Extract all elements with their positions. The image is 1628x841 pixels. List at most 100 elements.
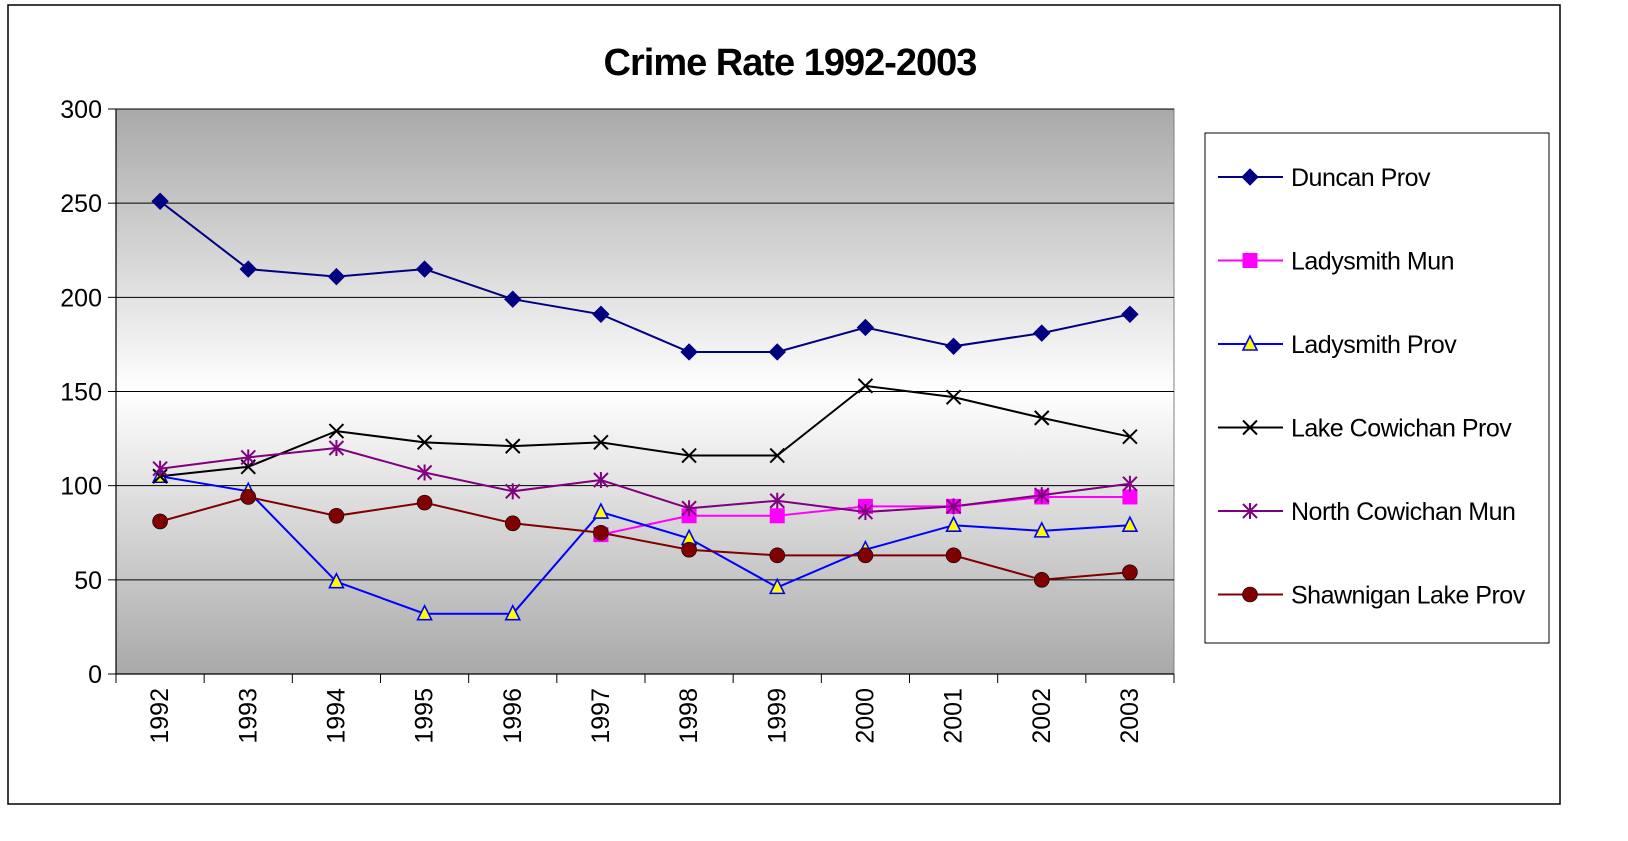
x-tick-label-2001: 2001 — [940, 688, 968, 744]
point-lake-cowichan-prov-2002 — [1034, 410, 1050, 426]
point-ladysmith-prov-1996 — [504, 603, 522, 621]
legend-item-shawnigan-lake-prov: Shawnigan Lake Prov — [1218, 582, 1526, 610]
point-north-cowichan-mun-1994 — [328, 440, 345, 456]
legend-marker-shawnigan-lake-prov — [1242, 586, 1258, 603]
y-tick-label-0: 0 — [88, 661, 102, 689]
legend-item-duncan-prov: Duncan Prov — [1218, 164, 1432, 192]
x-axis: 1992 1993 1994 1995 1996 1997 1998 1999 2000 2001… — [115, 673, 1175, 744]
y-tick-label-250: 250 — [60, 190, 102, 218]
point-duncan-prov-1999 — [768, 343, 786, 361]
point-north-cowichan-mun-2002 — [1034, 487, 1050, 504]
point-lake-cowichan-prov-1995 — [416, 434, 433, 451]
series-line-lake-cowichan-prov — [159, 384, 1131, 478]
point-north-cowichan-mun-2000 — [857, 504, 874, 521]
y-tick-label-300: 300 — [60, 96, 102, 124]
point-ladysmith-mun-1999 — [769, 508, 785, 524]
point-ladysmith-prov-1997 — [592, 502, 610, 519]
point-lake-cowichan-prov-1997 — [593, 434, 609, 451]
series-line-north-cowichan-mun — [159, 446, 1131, 514]
legend-label-duncan-prov: Duncan Prov — [1291, 164, 1431, 192]
point-shawnigan-lake-prov-1994 — [328, 507, 345, 524]
legend: Duncan Prov Ladysmith Mun Ladysmith Prov La… — [1204, 132, 1550, 644]
x-tick-label-1994: 1994 — [322, 688, 350, 744]
point-ladysmith-prov-2003 — [1121, 515, 1139, 533]
chart-title: Crime Rate 1992-2003 — [604, 42, 977, 84]
series-duncan-prov — [151, 192, 1139, 361]
point-lake-cowichan-prov-1994 — [328, 423, 345, 439]
y-axis: 0 50 100 150 200 250 300 — [60, 96, 117, 689]
legend-item-ladysmith-prov: Ladysmith Prov — [1218, 331, 1458, 359]
point-duncan-prov-1992 — [151, 192, 169, 210]
point-shawnigan-lake-prov-1998 — [681, 541, 697, 558]
legend-marker-north-cowichan-mun — [1242, 503, 1258, 519]
point-ladysmith-prov-2002 — [1033, 521, 1051, 538]
x-tick-label-1992: 1992 — [146, 688, 174, 744]
series-north-cowichan-mun — [152, 440, 1138, 521]
chart-container: Crime Rate 1992-2003 0 50 100 150 200 250 300 … — [7, 4, 1561, 805]
x-tick-label-1999: 1999 — [763, 688, 791, 744]
point-ladysmith-prov-1994 — [328, 571, 345, 589]
legend-label-shawnigan-lake-prov: Shawnigan Lake Prov — [1291, 582, 1526, 610]
x-tick-label-1997: 1997 — [587, 688, 615, 744]
point-north-cowichan-mun-1999 — [769, 492, 785, 509]
x-tick-label-1998: 1998 — [675, 688, 703, 744]
point-shawnigan-lake-prov-1996 — [504, 515, 521, 532]
point-shawnigan-lake-prov-2003 — [1122, 564, 1138, 581]
legend-label-north-cowichan-mun: North Cowichan Mun — [1291, 498, 1515, 526]
legend-label-lake-cowichan-prov: Lake Cowichan Prov — [1291, 415, 1512, 443]
point-north-cowichan-mun-1995 — [416, 464, 433, 481]
legend-item-north-cowichan-mun: North Cowichan Mun — [1218, 498, 1516, 526]
point-lake-cowichan-prov-2003 — [1122, 428, 1138, 445]
point-duncan-prov-1995 — [415, 260, 434, 278]
point-lake-cowichan-prov-2001 — [945, 389, 962, 405]
point-duncan-prov-1997 — [592, 305, 610, 323]
series-shawnigan-lake-prov — [152, 489, 1138, 588]
point-shawnigan-lake-prov-1995 — [416, 494, 433, 511]
line-chart: Crime Rate 1992-2003 050100150200250300 … — [7, 4, 1561, 805]
y-tick-label-150: 150 — [60, 379, 102, 407]
x-tick-label-2002: 2002 — [1028, 688, 1056, 744]
series-line-duncan-prov — [159, 200, 1131, 353]
x-tick-label-1996: 1996 — [499, 688, 527, 744]
point-shawnigan-lake-prov-2001 — [945, 547, 962, 564]
point-duncan-prov-1998 — [680, 343, 698, 361]
legend-box — [1204, 132, 1550, 644]
point-shawnigan-lake-prov-2000 — [857, 547, 874, 564]
y-tick-label-200: 200 — [60, 284, 102, 312]
point-north-cowichan-mun-1992 — [152, 460, 168, 477]
x-tick-label-1995: 1995 — [411, 688, 439, 744]
legend-marker-ladysmith-mun — [1242, 253, 1258, 268]
point-duncan-prov-1993 — [239, 260, 257, 278]
y-tick-label-100: 100 — [60, 473, 102, 501]
legend-item-lake-cowichan-prov: Lake Cowichan Prov — [1218, 415, 1513, 443]
point-duncan-prov-2000 — [856, 318, 875, 337]
x-tick-label-2000: 2000 — [851, 688, 879, 744]
point-shawnigan-lake-prov-1997 — [593, 524, 609, 541]
point-north-cowichan-mun-2001 — [945, 498, 962, 515]
point-ladysmith-mun-2003 — [1122, 489, 1138, 505]
point-ladysmith-prov-1995 — [416, 603, 433, 621]
point-duncan-prov-2001 — [944, 337, 963, 356]
point-ladysmith-prov-1999 — [768, 577, 786, 595]
point-shawnigan-lake-prov-1999 — [769, 547, 786, 564]
plot-area — [115, 108, 1175, 675]
point-duncan-prov-2002 — [1033, 324, 1051, 342]
y-tick-label-50: 50 — [74, 567, 102, 595]
point-north-cowichan-mun-1996 — [505, 483, 521, 500]
legend-marker-ladysmith-prov — [1241, 334, 1259, 351]
series-line-ladysmith-prov — [159, 475, 1130, 615]
legend-marker-duncan-prov — [1241, 168, 1259, 186]
point-shawnigan-lake-prov-2002 — [1033, 572, 1050, 588]
legend-marker-lake-cowichan-prov — [1242, 419, 1258, 436]
x-tick-label-1993: 1993 — [234, 688, 262, 744]
x-tick-label-2003: 2003 — [1116, 688, 1144, 744]
legend-label-ladysmith-mun: Ladysmith Mun — [1291, 248, 1454, 276]
point-north-cowichan-mun-1997 — [593, 472, 609, 489]
series-layer — [151, 192, 1139, 621]
point-lake-cowichan-prov-1999 — [769, 447, 785, 464]
legend-label-ladysmith-prov: Ladysmith Prov — [1291, 331, 1457, 359]
point-duncan-prov-1994 — [327, 267, 346, 286]
point-shawnigan-lake-prov-1993 — [240, 489, 257, 505]
point-north-cowichan-mun-1998 — [681, 500, 697, 517]
series-line-shawnigan-lake-prov — [159, 495, 1130, 581]
